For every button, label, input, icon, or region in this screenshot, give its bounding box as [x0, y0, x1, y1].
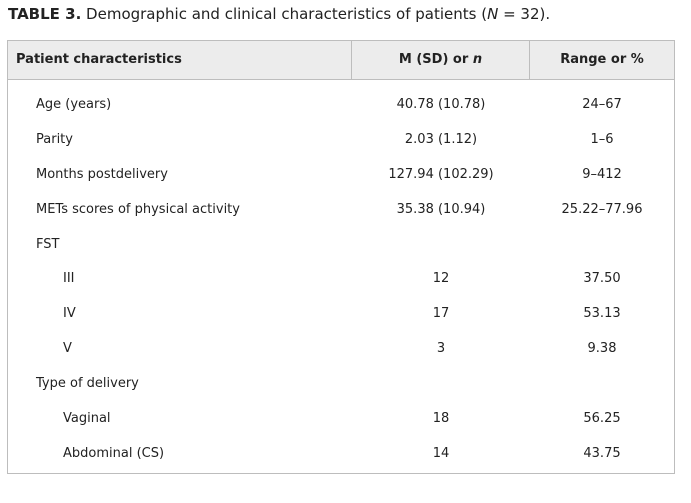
table-row-months-postdelivery: Months postdelivery 127.94 (102.29) 9–41…: [8, 157, 674, 192]
row-label: Parity: [36, 132, 73, 147]
row-label: FST: [36, 237, 60, 252]
header-range-or-percent: Range or %: [560, 52, 644, 67]
row-value: 18: [432, 411, 450, 426]
table-caption-n-symbol: N: [487, 5, 499, 23]
row-label: Age (years): [36, 97, 112, 112]
row-label: Months postdelivery: [36, 167, 168, 182]
row-range: 53.13: [583, 306, 621, 321]
table-row-fst-iii: III 12 37.50: [8, 261, 674, 296]
row-range: 9.38: [587, 341, 617, 356]
row-range: 25.22–77.96: [561, 202, 643, 217]
row-label: IV: [63, 306, 76, 321]
row-label: Vaginal: [63, 411, 111, 426]
table-row-age: Age (years) 40.78 (10.78) 24–67: [8, 87, 674, 122]
row-value: 14: [432, 446, 450, 461]
row-range: [530, 366, 674, 401]
row-value: 3: [436, 341, 446, 356]
row-range: 9–412: [582, 167, 622, 182]
table-caption: TABLE 3. Demographic and clinical charac…: [8, 4, 550, 24]
row-label: III: [63, 271, 75, 286]
header-mean-sd-label: M (SD) or: [398, 52, 473, 67]
row-range: 43.75: [583, 446, 621, 461]
row-range: 37.50: [583, 271, 621, 286]
row-value: 2.03 (1.12): [404, 132, 478, 147]
table-row-fst: FST: [8, 227, 674, 262]
header-mean-sd-or-n: M (SD) or n: [352, 41, 530, 79]
row-value: [352, 366, 530, 401]
table-row-fst-iv: IV 17 53.13: [8, 296, 674, 331]
row-value: 17: [432, 306, 450, 321]
row-range: [530, 227, 674, 262]
table-caption-n-value: = 32).: [498, 5, 551, 23]
characteristics-table: Patient characteristics M (SD) or n Rang…: [7, 40, 675, 474]
table-row-mets-scores: METs scores of physical activity 35.38 (…: [8, 192, 674, 227]
table-row-parity: Parity 2.03 (1.12) 1–6: [8, 122, 674, 157]
row-value: 127.94 (102.29): [388, 167, 494, 182]
row-range: 24–67: [582, 97, 622, 112]
row-label: V: [63, 341, 72, 356]
header-patient-characteristics: Patient characteristics: [8, 41, 352, 79]
row-label: Type of delivery: [36, 376, 139, 391]
row-value: 12: [432, 271, 450, 286]
row-range: 56.25: [583, 411, 621, 426]
row-value: [352, 227, 530, 262]
row-label: METs scores of physical activity: [36, 202, 240, 217]
row-label: Abdominal (CS): [63, 446, 165, 461]
table-caption-text: Demographic and clinical characteristics…: [81, 5, 488, 23]
row-value: 35.38 (10.94): [396, 202, 486, 217]
row-value: 40.78 (10.78): [396, 97, 486, 112]
table-row-fst-v: V 3 9.38: [8, 331, 674, 366]
row-range: 1–6: [590, 132, 614, 147]
table-row-vaginal: Vaginal 18 56.25: [8, 401, 674, 436]
table-row-abdominal-cs: Abdominal (CS) 14 43.75: [8, 436, 674, 471]
table-caption-label: TABLE 3.: [8, 5, 82, 23]
header-n-symbol: n: [472, 52, 483, 67]
table-header-row: Patient characteristics M (SD) or n Rang…: [8, 41, 674, 80]
table-row-type-of-delivery: Type of delivery: [8, 366, 674, 401]
